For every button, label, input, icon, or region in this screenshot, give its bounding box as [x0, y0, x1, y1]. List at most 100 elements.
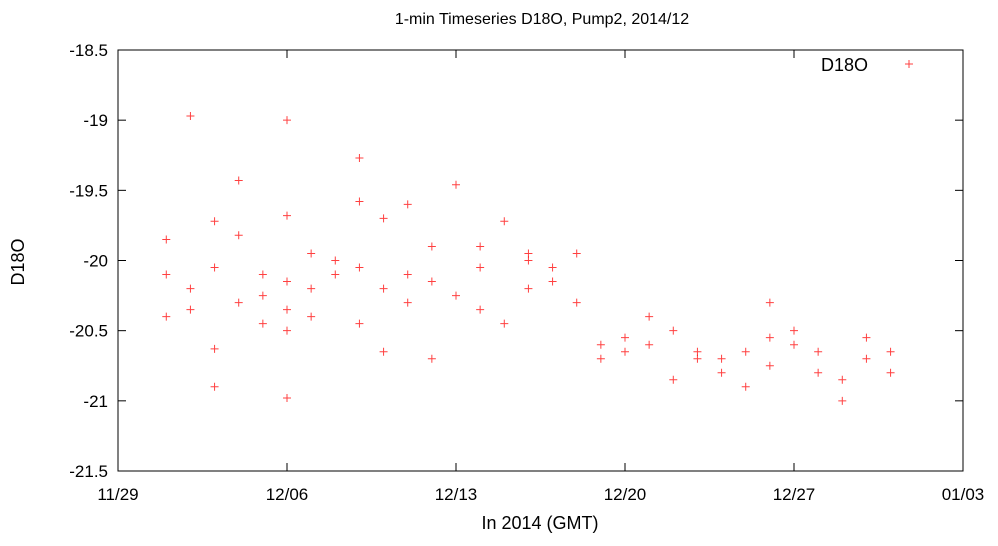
y-tick-label: -21 — [83, 392, 108, 411]
legend-label: D18O — [821, 55, 868, 75]
data-point — [765, 361, 774, 370]
y-tick-label: -20.5 — [69, 322, 108, 341]
y-tick-label: -20 — [83, 252, 108, 271]
data-point — [814, 368, 823, 377]
data-point — [717, 368, 726, 377]
data-point — [500, 217, 509, 226]
data-point — [524, 256, 533, 265]
data-point — [162, 312, 171, 321]
data-point — [717, 354, 726, 363]
data-point — [379, 214, 388, 223]
data-point — [186, 305, 195, 314]
data-point — [862, 333, 871, 342]
data-point — [524, 249, 533, 258]
y-tick-label: -19 — [83, 111, 108, 130]
data-point — [452, 291, 460, 300]
x-axis: 11/29 12/06 12/13 12/20 12/27 01/03 — [97, 50, 984, 504]
data-point — [210, 382, 219, 391]
plot-area — [117, 49, 964, 472]
data-point — [838, 396, 847, 405]
data-point — [283, 277, 291, 286]
y-tick-label: -18.5 — [69, 41, 108, 60]
data-point — [669, 375, 678, 384]
data-point — [307, 249, 316, 258]
data-point — [234, 176, 243, 185]
data-point — [862, 354, 871, 363]
data-point — [355, 197, 364, 206]
legend-marker — [905, 60, 913, 68]
data-point — [403, 270, 412, 279]
data-point — [427, 354, 436, 363]
data-point — [452, 180, 460, 189]
data-point — [645, 312, 654, 321]
data-point — [838, 375, 847, 384]
data-point — [307, 312, 316, 321]
data-point — [283, 326, 291, 335]
legend: D18O — [821, 55, 913, 75]
data-point — [186, 284, 195, 293]
data-point — [765, 333, 774, 342]
data-point — [379, 347, 388, 356]
legend-marker-icon — [905, 60, 913, 68]
data-point — [403, 200, 412, 209]
data-point — [258, 291, 267, 300]
x-tick-label: 12/20 — [604, 485, 647, 504]
data-point — [572, 249, 581, 258]
data-point — [621, 333, 629, 342]
data-point — [572, 298, 581, 307]
data-point — [283, 116, 291, 125]
x-axis-label: In 2014 (GMT) — [481, 513, 598, 533]
x-tick-label: 11/29 — [97, 485, 138, 504]
data-point — [427, 242, 436, 251]
data-point — [500, 319, 509, 328]
data-point — [379, 284, 388, 293]
data-point — [162, 235, 171, 244]
y-tick-label: -21.5 — [69, 462, 108, 481]
data-point — [427, 277, 436, 286]
data-point — [765, 298, 774, 307]
data-point — [355, 319, 364, 328]
data-point — [403, 298, 412, 307]
data-points — [162, 111, 895, 405]
data-point — [210, 344, 219, 353]
y-tick-label: -19.5 — [69, 181, 108, 200]
data-point — [886, 368, 895, 377]
data-point — [524, 284, 533, 293]
data-point — [548, 277, 557, 286]
data-point — [548, 263, 557, 272]
x-tick-label: 01/03 — [942, 485, 985, 504]
data-point — [258, 319, 267, 328]
data-point — [210, 263, 219, 272]
data-point — [741, 347, 750, 356]
data-point — [790, 326, 798, 335]
data-point — [283, 394, 291, 403]
data-point — [814, 347, 823, 356]
data-point — [476, 242, 485, 251]
data-point — [693, 354, 702, 363]
data-point — [258, 270, 267, 279]
data-point — [283, 211, 291, 220]
data-point — [596, 354, 605, 363]
chart-title: 1-min Timeseries D18O, Pump2, 2014/12 — [395, 11, 689, 28]
data-point — [355, 154, 364, 163]
data-point — [186, 111, 195, 120]
data-point — [283, 305, 291, 314]
data-point — [331, 270, 340, 279]
data-point — [693, 347, 702, 356]
data-point — [886, 347, 895, 356]
data-point — [234, 231, 243, 240]
data-point — [355, 263, 364, 272]
data-point — [741, 382, 750, 391]
data-point — [669, 326, 678, 335]
data-point — [645, 340, 654, 349]
data-point — [234, 298, 243, 307]
y-axis: -18.5 -19 -19.5 -20 -20.5 -21 -21.5 — [69, 41, 963, 481]
x-tick-label: 12/27 — [773, 485, 816, 504]
x-tick-label: 12/06 — [266, 485, 309, 504]
data-point — [476, 305, 485, 314]
data-point — [621, 347, 629, 356]
x-tick-label: 12/13 — [435, 485, 478, 504]
data-point — [210, 217, 219, 226]
data-point — [790, 340, 798, 349]
